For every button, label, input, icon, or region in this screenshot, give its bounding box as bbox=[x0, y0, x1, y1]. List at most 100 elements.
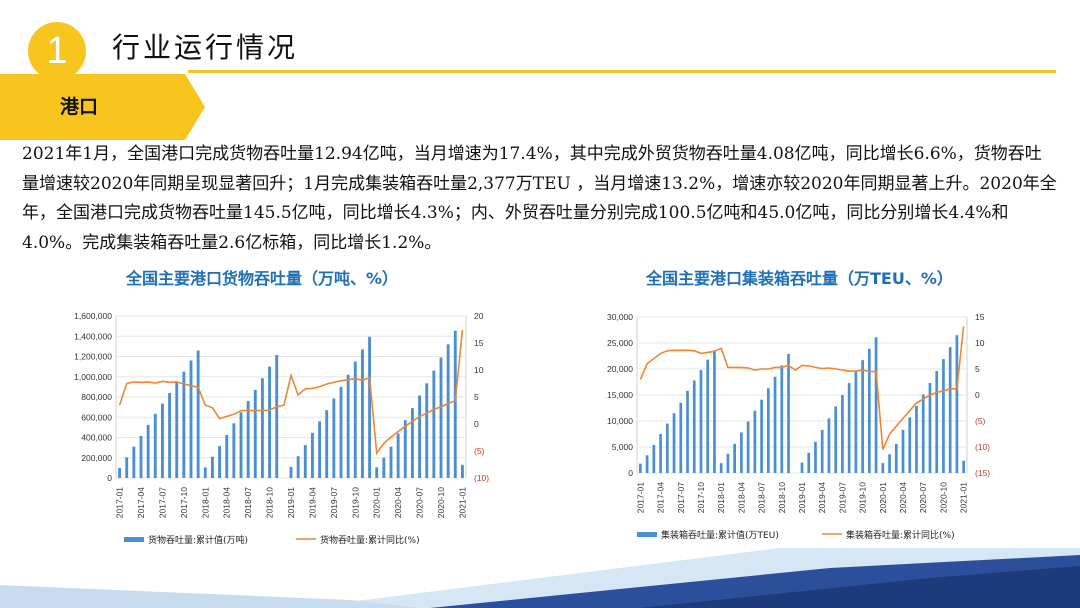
chart1-legend-line-label: 货物吞吐量:累计同比(%) bbox=[320, 534, 420, 546]
chart2-bar bbox=[746, 421, 750, 473]
chart1-right-tick-label: 10 bbox=[474, 365, 484, 375]
page-title: 行业运行情况 bbox=[112, 31, 299, 64]
chart1-bar bbox=[311, 432, 314, 478]
chart2-bar bbox=[955, 335, 959, 473]
chart2-x-tick-label: 2019-10 bbox=[858, 482, 868, 513]
chart1-x-tick-label: 2017-10 bbox=[179, 487, 189, 518]
chart2-bar bbox=[692, 380, 696, 473]
chart2-bar bbox=[915, 405, 918, 473]
chart2-bar bbox=[733, 443, 736, 473]
chart2-bar bbox=[874, 337, 878, 473]
chart2-bar bbox=[773, 376, 777, 473]
chart2-bar bbox=[921, 394, 925, 473]
chart1-bar bbox=[182, 371, 186, 478]
chart1-right-tick-label: (5) bbox=[474, 446, 485, 456]
chart1-left-tick-label: 800,000 bbox=[81, 392, 112, 402]
title-underline bbox=[188, 70, 1056, 73]
chart2-x-tick-label: 2018-10 bbox=[777, 482, 787, 513]
section-arrow-banner bbox=[0, 74, 205, 140]
chart2-bar bbox=[820, 429, 824, 473]
chart1-left-tick-label: 1,200,000 bbox=[74, 352, 112, 362]
chart1-bar bbox=[382, 457, 386, 478]
chart1-bar bbox=[118, 467, 121, 478]
chart2-x-tick-label: 2018-04 bbox=[736, 482, 746, 513]
chart1-bar bbox=[253, 389, 257, 478]
chart1-bar bbox=[303, 445, 307, 478]
chart1-bar bbox=[196, 350, 200, 478]
chart2-x-tick-label: 2019-04 bbox=[817, 482, 827, 513]
chart2-x-tick-label: 2021-01 bbox=[959, 482, 969, 513]
chart1-bar bbox=[418, 395, 421, 478]
chart2-bar bbox=[787, 353, 790, 473]
chart1-bar bbox=[275, 354, 279, 478]
chart1-bar bbox=[261, 378, 264, 478]
chart1-bar bbox=[218, 446, 221, 478]
chart2-bar bbox=[659, 434, 662, 473]
chart2-x-tick-label: 2020-07 bbox=[918, 482, 928, 513]
chart1-x-tick-label: 2019-01 bbox=[286, 487, 296, 518]
chart1-bar bbox=[232, 423, 236, 478]
chart2-left-tick-label: 30,000 bbox=[607, 312, 633, 322]
chart1-bar bbox=[239, 412, 243, 478]
chart1-x-tick-label: 2020-10 bbox=[436, 487, 446, 518]
chart2-bar bbox=[868, 348, 871, 473]
chart2-x-tick-label: 2018-07 bbox=[757, 482, 767, 513]
chart1-bar bbox=[225, 434, 229, 478]
chart1-bar bbox=[389, 446, 393, 478]
chart2-bar bbox=[901, 429, 905, 473]
chart1-x-tick-label: 2020-04 bbox=[393, 487, 403, 518]
chart2-x-tick-label: 2018-01 bbox=[716, 482, 726, 513]
chart2-left-tick-label: 15,000 bbox=[607, 390, 633, 400]
chart2-bar bbox=[760, 399, 763, 473]
chart2-bar bbox=[679, 402, 683, 473]
chart2-bar bbox=[726, 453, 730, 473]
chart2-bar bbox=[881, 463, 885, 473]
chart1-x-tick-label: 2018-04 bbox=[222, 487, 232, 518]
chart1-bar bbox=[368, 336, 371, 478]
chart2-bar bbox=[928, 383, 932, 473]
chart1-bar bbox=[153, 413, 157, 478]
chart1-left-tick-label: 600,000 bbox=[81, 412, 112, 422]
chart1-x-tick-label: 2019-04 bbox=[307, 487, 317, 518]
chart2-bar bbox=[740, 432, 743, 473]
chart1-bar bbox=[432, 370, 436, 478]
chart2-bar bbox=[841, 395, 844, 473]
chart1-bar bbox=[211, 456, 214, 478]
chart1-bar bbox=[439, 357, 443, 478]
chart2-bar bbox=[713, 350, 716, 473]
chart2-bar bbox=[962, 460, 965, 473]
chart1-bar bbox=[139, 435, 143, 478]
chart2-right-tick-label: 0 bbox=[975, 390, 980, 400]
chart2-bar bbox=[854, 371, 858, 473]
chart1-x-tick-label: 2017-04 bbox=[136, 487, 146, 518]
chart2-bar bbox=[665, 423, 669, 473]
chart1-x-tick-label: 2017-01 bbox=[115, 487, 125, 518]
chart2-bar bbox=[861, 360, 864, 473]
chart2-right-tick-label: 5 bbox=[975, 364, 980, 374]
chart1-x-tick-label: 2021-01 bbox=[457, 487, 467, 518]
chart2-bar bbox=[942, 359, 945, 473]
chart2-x-tick-label: 2020-04 bbox=[898, 482, 908, 513]
chart1-bar bbox=[296, 456, 300, 478]
chart1-bar bbox=[375, 467, 379, 478]
chart1-bar bbox=[353, 361, 357, 478]
section-label: 港口 bbox=[60, 96, 99, 118]
chart2-right-tick-label: (5) bbox=[975, 416, 986, 426]
chart2-bar bbox=[847, 383, 851, 473]
chart1-bar bbox=[125, 457, 129, 478]
chart1-left-tick-label: 200,000 bbox=[81, 453, 112, 463]
chart1-left-tick-label: 0 bbox=[107, 473, 112, 483]
chart2-legend-bar-label: 集装箱吞吐量:累计值(万TEU) bbox=[661, 529, 779, 541]
chart1-left-tick-label: 1,400,000 bbox=[74, 331, 112, 341]
chart2-left-tick-label: 25,000 bbox=[607, 338, 633, 348]
chart2-bar bbox=[888, 454, 891, 473]
chart1-right-tick-label: 0 bbox=[474, 419, 479, 429]
chart2-right-tick-label: 15 bbox=[975, 312, 985, 322]
chart1-bar bbox=[425, 383, 429, 478]
chart2-bar bbox=[827, 418, 831, 473]
chart2-bar bbox=[800, 462, 804, 473]
chart2-x-tick-label: 2020-10 bbox=[938, 482, 948, 513]
chart1-right-tick-label: 5 bbox=[474, 392, 479, 402]
